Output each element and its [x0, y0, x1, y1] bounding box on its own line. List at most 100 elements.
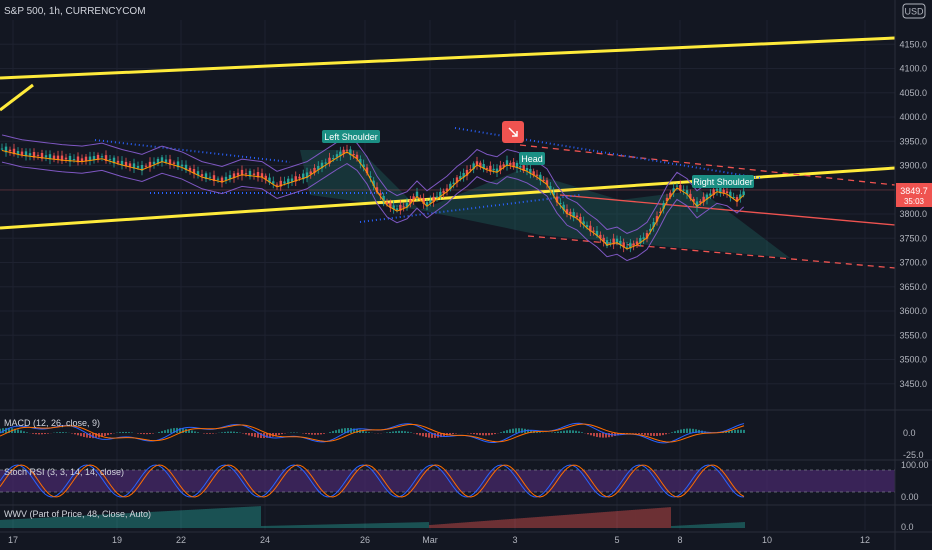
candle-body: [485, 167, 489, 169]
candle-body: [502, 164, 505, 167]
y-tick-label: 4150.0: [899, 39, 927, 49]
candle-body: [422, 198, 425, 204]
candle-body: [152, 161, 156, 165]
candle-body: [655, 216, 659, 222]
candle-body: [712, 189, 715, 195]
candle-body: [268, 177, 271, 183]
candle-body: [332, 158, 335, 160]
candle-body: [180, 164, 184, 167]
candle-body: [662, 203, 665, 209]
down-arrow-icon: [508, 127, 518, 137]
candle-body: [402, 206, 405, 208]
candle-body: [675, 185, 679, 187]
candle-body: [144, 165, 148, 167]
candle-body: [432, 196, 435, 203]
candle-body: [220, 177, 224, 183]
y-tick-label: 4100.0: [899, 64, 927, 74]
candle-body: [359, 158, 362, 164]
candle-body: [455, 177, 459, 183]
y-tick-label: 4000.0: [899, 112, 927, 122]
candle-body: [224, 176, 228, 181]
candle-body: [64, 157, 68, 160]
candle-body: [52, 155, 56, 159]
candle-body: [375, 187, 379, 193]
candle-body: [645, 233, 649, 239]
candle-body: [140, 165, 144, 171]
candle-body: [702, 196, 705, 203]
candle-body: [639, 238, 642, 244]
candle-body: [629, 242, 632, 249]
candle-body: [365, 167, 369, 174]
candle-body: [479, 162, 482, 167]
candle-body: [272, 181, 275, 184]
candle-body: [429, 200, 432, 204]
candle-body: [136, 165, 140, 168]
macd-tick-label: -25.0: [903, 450, 924, 460]
candle-body: [739, 194, 742, 199]
candle-body: [609, 242, 612, 244]
candle-body: [439, 191, 442, 198]
red-trend-line: [559, 194, 896, 226]
currency-badge[interactable]: USD: [904, 7, 924, 17]
candle-body: [545, 180, 549, 185]
candle-body: [542, 179, 545, 181]
currency-badge-box[interactable]: [902, 3, 926, 19]
candle-body: [672, 188, 675, 193]
stoch-rsi-band: [0, 470, 895, 492]
candle-body: [352, 154, 355, 156]
candle-body: [24, 151, 28, 157]
candle-body: [48, 154, 52, 160]
right-shoulder-tag: [692, 175, 754, 188]
candle-body: [84, 156, 88, 162]
candle-body: [32, 152, 36, 158]
candle-body: [56, 155, 60, 160]
candle-body: [452, 182, 455, 184]
candle-body: [124, 161, 128, 167]
candle-body: [385, 202, 389, 205]
candle-body: [372, 180, 375, 186]
candle-body: [240, 169, 244, 176]
y-tick-label: 3750.0: [899, 233, 927, 243]
macd-tick-label: 0.0: [903, 428, 916, 438]
candle-body: [200, 174, 204, 177]
candle-body: [28, 153, 32, 156]
candle-body: [425, 202, 429, 207]
candle-body: [505, 160, 509, 166]
y-tick-label: 3700.0: [899, 258, 927, 268]
candle-body: [409, 199, 412, 204]
candle-body: [164, 159, 168, 163]
x-tick-label: 26: [360, 535, 370, 545]
candle-body: [522, 165, 525, 171]
candle-body: [499, 165, 502, 171]
candle-body: [729, 191, 732, 198]
candle-body: [569, 211, 572, 215]
candle-body: [722, 189, 725, 194]
candle-body: [692, 198, 695, 202]
candle-body: [399, 204, 402, 211]
x-tick-label: 10: [762, 535, 772, 545]
candle-body: [659, 211, 662, 213]
candle-body: [20, 151, 24, 156]
candle-body: [228, 175, 232, 180]
candle-body: [287, 178, 290, 184]
candle-body: [120, 160, 124, 166]
candle-body: [395, 208, 399, 210]
candle-body: [313, 167, 316, 173]
candle-body: [298, 176, 301, 179]
candle-body: [112, 157, 116, 164]
stoch-tick-label: 0.00: [901, 492, 919, 502]
candle-body: [589, 225, 592, 232]
candle-body: [622, 242, 625, 248]
candle-body: [572, 212, 575, 218]
candle-body: [582, 221, 585, 225]
candle-body: [612, 238, 615, 245]
candle-body: [535, 174, 539, 176]
candle-body: [60, 155, 64, 161]
pattern-area: [300, 150, 790, 258]
candle-body: [283, 181, 286, 184]
candle-body: [148, 161, 152, 168]
candle-body: [8, 149, 12, 152]
y-tick-label: 3650.0: [899, 282, 927, 292]
candle-body: [512, 162, 515, 168]
